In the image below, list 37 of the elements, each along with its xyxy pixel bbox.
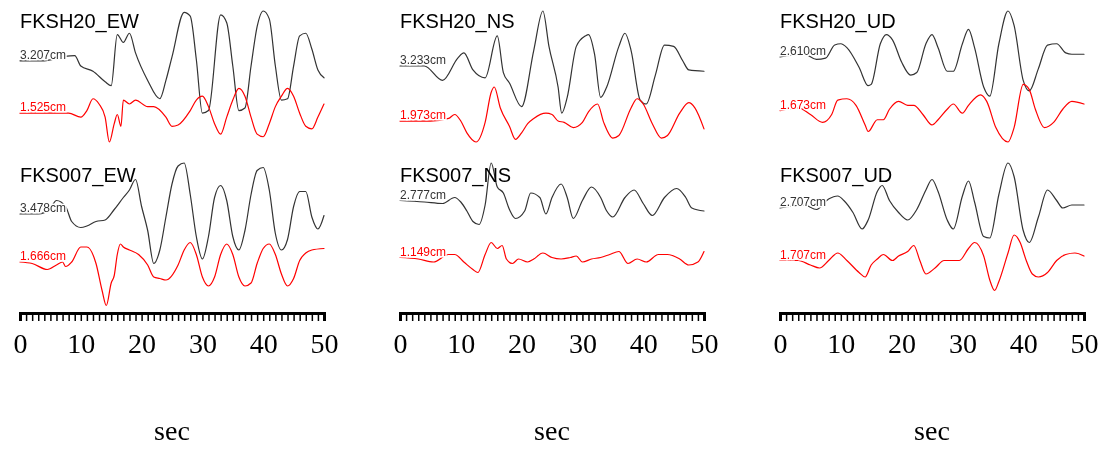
x-tick-label: 20 [508, 327, 537, 359]
x-tick-label: 0 [393, 327, 408, 359]
x-tick-label: 0 [13, 327, 28, 359]
x-tick-label: 10 [447, 327, 476, 359]
series-label: 2.777cm [400, 187, 447, 202]
series-label: 3.233cm [400, 53, 447, 68]
chart-title: FKS007_EW [20, 164, 136, 187]
x-tick-label: 40 [1009, 327, 1038, 359]
x-tick-label: 30 [188, 327, 217, 359]
x-tick-label: 20 [128, 327, 157, 359]
x-tick-label: 10 [827, 327, 856, 359]
x-tick-label: 50 [310, 327, 339, 359]
x-axis-title: sec [914, 415, 950, 446]
chart-title: FKSH20_NS [400, 10, 515, 33]
x-tick-label: 40 [629, 327, 658, 359]
series-label: 2.610cm [780, 43, 827, 58]
x-tick-label: 0 [773, 327, 788, 359]
x-axis-title: sec [154, 415, 190, 446]
series-label: 1.525cm [20, 100, 67, 115]
x-tick-label: 20 [888, 327, 917, 359]
x-tick-label: 40 [249, 327, 278, 359]
series-label: 2.707cm [780, 195, 827, 209]
chart-title: FKS007_UD [780, 164, 893, 187]
series-label: 1.666cm [20, 249, 67, 263]
series-label: 1.973cm [400, 108, 447, 123]
series-label: 1.707cm [780, 247, 827, 262]
x-axis-title: sec [534, 415, 570, 446]
series-label: 3.207cm [20, 47, 67, 62]
chart-title: FKSH20_EW [20, 10, 140, 33]
x-tick-label: 10 [67, 327, 96, 359]
x-tick-label: 30 [948, 327, 977, 359]
series-label: 1.149cm [400, 244, 447, 259]
series-label: 1.673cm [780, 97, 827, 112]
chart-title: FKSH20_UD [780, 10, 896, 33]
x-tick-label: 50 [690, 327, 719, 359]
x-tick-label: 30 [568, 327, 597, 359]
x-tick-label: 50 [1070, 327, 1099, 359]
